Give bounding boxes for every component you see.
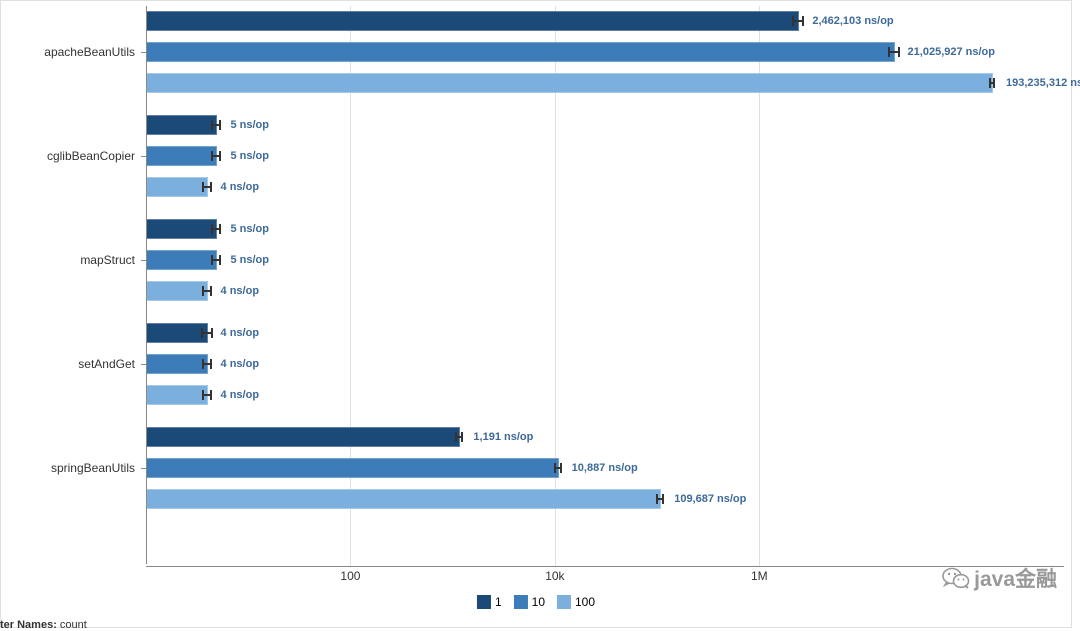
- bar[interactable]: 1,191 ns/op: [146, 427, 460, 447]
- bar[interactable]: 4 ns/op: [146, 281, 208, 301]
- x-tick-label: 100: [340, 569, 360, 583]
- bar-row: 5 ns/op: [146, 146, 217, 166]
- x-tick-label: 10k: [545, 569, 564, 583]
- bar[interactable]: 2,462,103 ns/op: [146, 11, 799, 31]
- error-bar: [211, 150, 221, 162]
- error-bar: [202, 358, 212, 370]
- bar-value-label: 193,235,312 ns/o: [1006, 77, 1080, 89]
- bar[interactable]: 4 ns/op: [146, 354, 208, 374]
- bar-value-label: 4 ns/op: [221, 358, 260, 370]
- legend-item[interactable]: 1: [477, 595, 502, 609]
- legend-swatch: [557, 595, 571, 609]
- bar-row: 10,887 ns/op: [146, 458, 559, 478]
- bar-value-label: 10,887 ns/op: [572, 462, 638, 474]
- y-tick: [141, 468, 146, 469]
- chart-container: 2,462,103 ns/op 21,025,927 ns/op 193,235,3…: [0, 0, 1072, 628]
- bar[interactable]: 10,887 ns/op: [146, 458, 559, 478]
- bar-value-label: 4 ns/op: [221, 181, 260, 193]
- bar-row: 4 ns/op: [146, 385, 208, 405]
- legend-label: 100: [575, 595, 595, 609]
- bar-row: 5 ns/op: [146, 115, 217, 135]
- bar-value-label: 5 ns/op: [230, 150, 269, 162]
- bar-row: 193,235,312 ns/o: [146, 73, 993, 93]
- error-bar: [554, 462, 562, 474]
- bar-value-label: 1,191 ns/op: [473, 431, 533, 443]
- legend-swatch: [514, 595, 528, 609]
- bar-value-label: 109,687 ns/op: [674, 493, 746, 505]
- y-tick: [141, 260, 146, 261]
- bar[interactable]: 5 ns/op: [146, 219, 217, 239]
- y-axis-line: [146, 6, 147, 564]
- bar[interactable]: 109,687 ns/op: [146, 489, 661, 509]
- error-bar: [202, 389, 212, 401]
- bar-value-label: 5 ns/op: [230, 119, 269, 131]
- y-category-label: cglibBeanCopier: [47, 149, 135, 163]
- error-bar: [792, 15, 804, 27]
- error-bar: [201, 327, 213, 339]
- bar-row: 4 ns/op: [146, 281, 208, 301]
- bar[interactable]: 5 ns/op: [146, 115, 217, 135]
- y-tick: [141, 52, 146, 53]
- bar[interactable]: 193,235,312 ns/o: [146, 73, 993, 93]
- bar-row: 5 ns/op: [146, 250, 217, 270]
- x-axis-line: [146, 566, 1064, 567]
- error-bar: [202, 181, 212, 193]
- error-bar: [211, 223, 221, 235]
- legend-label: 1: [495, 595, 502, 609]
- error-bar: [989, 77, 995, 89]
- bar-value-label: 4 ns/op: [221, 389, 260, 401]
- bar-row: 4 ns/op: [146, 323, 208, 343]
- y-category-label: setAndGet: [78, 357, 135, 371]
- bar-row: 5 ns/op: [146, 219, 217, 239]
- error-bar: [888, 46, 900, 58]
- bar-value-label: 4 ns/op: [221, 285, 260, 297]
- error-bar: [656, 493, 664, 505]
- bar[interactable]: 5 ns/op: [146, 146, 217, 166]
- legend-item[interactable]: 10: [514, 595, 545, 609]
- bar-row: 4 ns/op: [146, 354, 208, 374]
- bar[interactable]: 4 ns/op: [146, 385, 208, 405]
- y-tick: [141, 156, 146, 157]
- legend-swatch: [477, 595, 491, 609]
- error-bar: [455, 431, 463, 443]
- y-category-label: apacheBeanUtils: [44, 45, 135, 59]
- y-category-label: springBeanUtils: [51, 461, 135, 475]
- bar[interactable]: 4 ns/op: [146, 323, 208, 343]
- watermark-text: java金融: [974, 563, 1057, 593]
- bar-row: 21,025,927 ns/op: [146, 42, 895, 62]
- bar-row: 1,191 ns/op: [146, 427, 460, 447]
- bar-value-label: 21,025,927 ns/op: [908, 46, 995, 58]
- bar[interactable]: 5 ns/op: [146, 250, 217, 270]
- bar-value-label: 2,462,103 ns/op: [812, 15, 893, 27]
- error-bar: [202, 285, 212, 297]
- error-bar: [211, 119, 221, 131]
- bar-row: 2,462,103 ns/op: [146, 11, 799, 31]
- footer-cut-text: ter Names: count: [0, 619, 87, 631]
- watermark: java金融: [942, 563, 1057, 593]
- bar-row: 4 ns/op: [146, 177, 208, 197]
- bar-value-label: 4 ns/op: [221, 327, 260, 339]
- legend-item[interactable]: 100: [557, 595, 595, 609]
- bar-value-label: 5 ns/op: [230, 223, 269, 235]
- bar-row: 109,687 ns/op: [146, 489, 661, 509]
- plot-area: 2,462,103 ns/op 21,025,927 ns/op 193,235,3…: [146, 6, 1066, 566]
- bar-value-label: 5 ns/op: [230, 254, 269, 266]
- x-tick-label: 1M: [751, 569, 768, 583]
- wechat-icon: [942, 566, 970, 590]
- legend-label: 10: [532, 595, 545, 609]
- y-tick: [141, 364, 146, 365]
- bar[interactable]: 4 ns/op: [146, 177, 208, 197]
- legend: 1 10 100: [477, 595, 595, 609]
- error-bar: [211, 254, 221, 266]
- bar[interactable]: 21,025,927 ns/op: [146, 42, 895, 62]
- y-category-label: mapStruct: [80, 253, 135, 267]
